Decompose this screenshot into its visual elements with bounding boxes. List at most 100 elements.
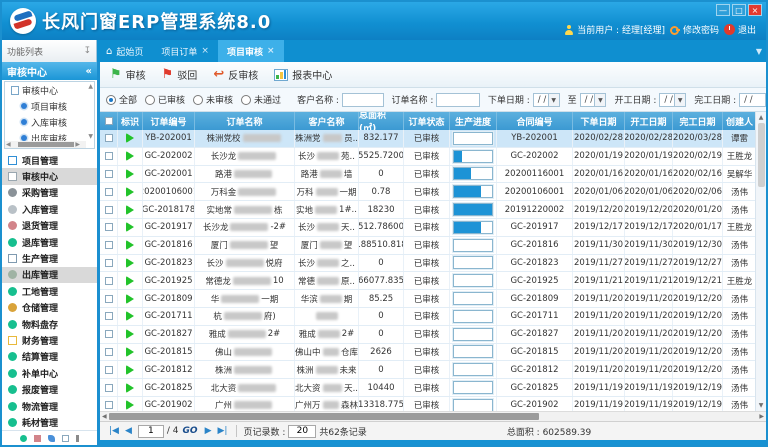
- horizontal-scrollbar[interactable]: ◀ ▶: [100, 411, 766, 421]
- column-header-完工日期[interactable]: 完工日期: [673, 112, 723, 130]
- column-header-订单名称[interactable]: 订单名称: [195, 112, 295, 130]
- first-page-button[interactable]: |◀: [109, 426, 119, 436]
- row-checkbox[interactable]: [104, 312, 113, 321]
- column-header-创建人[interactable]: 创建人: [723, 112, 755, 130]
- sidebar-item-生产管理[interactable]: 生产管理: [2, 250, 97, 266]
- sidebar-item-结算管理[interactable]: 结算管理: [2, 349, 97, 365]
- select-cell[interactable]: [100, 165, 118, 183]
- 报表中心-button[interactable]: 报表中心: [270, 65, 340, 84]
- tree-scroll-up-icon[interactable]: ▲: [88, 83, 93, 90]
- select-cell[interactable]: [100, 307, 118, 325]
- tree-scroll-down-icon[interactable]: ▼: [88, 133, 93, 140]
- select-all-checkbox[interactable]: [104, 117, 113, 125]
- column-header-生产进度[interactable]: 生产进度: [450, 112, 497, 130]
- select-cell[interactable]: [100, 130, 118, 147]
- row-checkbox[interactable]: [104, 294, 113, 303]
- row-checkbox[interactable]: [104, 276, 113, 285]
- go-button[interactable]: GO: [182, 426, 198, 436]
- table-row[interactable]: GC-201925 常德龙 10 常德 原.. 266077.835..已审核 GC-201…: [100, 272, 755, 291]
- table-row[interactable]: YB-202001 株洲党校 株洲党 员.. 832.177 已审核 YB-202001 20…: [100, 130, 755, 148]
- table-row[interactable]: GC-201827 雅成 2# 雅成 2# 0 已审核 GC-201827 2019/11/20…: [100, 325, 755, 344]
- next-page-button[interactable]: ▶: [204, 426, 212, 436]
- row-checkbox[interactable]: [104, 258, 113, 267]
- table-row[interactable]: GC-202001 路港 路港墙 0 已审核 20200116001 2020/01/16 2…: [100, 165, 755, 184]
- table-row[interactable]: GC-201825 北大资 北大资 天.. 10440 已审核 GC-201825 2019/…: [100, 379, 755, 397]
- order-date-from-input[interactable]: / / ▼: [532, 92, 560, 107]
- row-checkbox[interactable]: [104, 241, 113, 250]
- tree-root-audit-center[interactable]: 审核中心: [5, 82, 94, 98]
- start-date-input[interactable]: / / ▼: [659, 92, 687, 107]
- 审核-button[interactable]: ⚑ 审核: [106, 65, 154, 84]
- chevron-down-icon[interactable]: ▼: [674, 93, 686, 106]
- tab-overflow-icon[interactable]: ▼: [755, 46, 762, 56]
- maximize-button[interactable]: □: [732, 4, 746, 16]
- tab-项目订单[interactable]: 项目订单 ×: [152, 40, 218, 62]
- 反审核-button[interactable]: ↩ 反审核: [209, 65, 266, 84]
- row-checkbox[interactable]: [104, 152, 113, 161]
- column-header-开工日期[interactable]: 开工日期: [625, 112, 673, 130]
- row-checkbox[interactable]: [104, 134, 113, 143]
- sidebar-item-耗材管理[interactable]: 耗材管理: [2, 414, 97, 430]
- row-checkbox[interactable]: [104, 223, 113, 232]
- row-checkbox[interactable]: [104, 330, 113, 339]
- column-header-下单日期[interactable]: 下单日期: [573, 112, 625, 130]
- tab-close-icon[interactable]: ×: [201, 46, 209, 56]
- module-flag-icon[interactable]: [48, 434, 55, 442]
- row-checkbox[interactable]: [104, 347, 113, 356]
- sidebar-item-采购管理[interactable]: 采购管理: [2, 185, 97, 201]
- scroll-down-icon[interactable]: ▼: [758, 402, 764, 409]
- scroll-left-icon[interactable]: ◀: [102, 413, 107, 420]
- column-header-标识[interactable]: 标识: [118, 112, 143, 130]
- sidebar-item-出库管理[interactable]: 出库管理: [2, 266, 97, 284]
- order-name-input[interactable]: [436, 92, 480, 107]
- column-header-订单编号[interactable]: 订单编号: [143, 112, 195, 130]
- sidebar-item-入库管理[interactable]: 入库管理: [2, 201, 97, 217]
- collapse-icon[interactable]: «: [85, 65, 92, 77]
- tree-horizontal-scrollbar[interactable]: ◀ ▶: [5, 141, 86, 148]
- module-dot-icon[interactable]: [20, 434, 27, 442]
- scroll-right-icon[interactable]: ▶: [759, 413, 764, 420]
- sidebar-item-工地管理[interactable]: 工地管理: [2, 283, 97, 299]
- vertical-scrollbar[interactable]: ▲ ▼: [755, 112, 766, 411]
- select-cell[interactable]: [100, 183, 118, 201]
- page-size-input[interactable]: [288, 424, 317, 438]
- chevron-down-icon[interactable]: ▼: [594, 93, 606, 106]
- select-cell[interactable]: [100, 343, 118, 361]
- tree-item-入库审核[interactable]: 入库审核: [5, 114, 94, 130]
- sidebar-item-物流管理[interactable]: 物流管理: [2, 398, 97, 414]
- table-row[interactable]: GC-201815 佛山 佛山中 仓库 2626 已审核 GC-201815 2019/11/…: [100, 343, 755, 362]
- table-row[interactable]: GC-201812 株洲 株洲 未来 0 已审核 GC-201812 2019/11/20 20…: [100, 361, 755, 380]
- sidebar-item-审核中心[interactable]: 审核中心: [2, 168, 97, 185]
- column-header-选择[interactable]: [100, 112, 118, 130]
- order-date-to-input[interactable]: / / ▼: [579, 92, 607, 107]
- select-cell[interactable]: [100, 396, 118, 411]
- select-cell[interactable]: [100, 272, 118, 290]
- sidebar-section-header[interactable]: 审核中心 «: [2, 62, 97, 80]
- pin-icon[interactable]: ↧: [83, 46, 91, 56]
- sidebar-item-退货管理[interactable]: 退货管理: [2, 218, 97, 234]
- tree-scrollbar-thumb[interactable]: [17, 142, 75, 147]
- row-checkbox[interactable]: [104, 365, 113, 374]
- column-header-总面积(㎡)[interactable]: 总面积(㎡): [359, 112, 404, 130]
- sidebar-item-物料盘存[interactable]: 物料盘存: [2, 316, 97, 332]
- close-button[interactable]: ×: [748, 4, 762, 16]
- row-checkbox[interactable]: [104, 383, 113, 392]
- table-row[interactable]: GC-201823 长沙 悦府 长沙 之.. 0 已审核 GC-201823 2019/11/2…: [100, 254, 755, 273]
- chevron-down-icon[interactable]: ▼: [547, 93, 559, 106]
- column-header-合同编号[interactable]: 合同编号: [497, 112, 573, 130]
- tree-item-出库审核[interactable]: 出库审核: [5, 130, 94, 146]
- sidebar-item-退库管理[interactable]: 退库管理: [2, 234, 97, 250]
- select-cell[interactable]: [100, 147, 118, 165]
- table-row[interactable]: GC-201809 华一期 华滨期 85.25 已审核 GC-201809 2019/11/…: [100, 290, 755, 308]
- 驳回-button[interactable]: ⚑ 驳回: [158, 65, 206, 84]
- row-checkbox[interactable]: [104, 169, 113, 178]
- select-cell[interactable]: [100, 201, 118, 218]
- scroll-up-icon[interactable]: ▲: [758, 114, 764, 121]
- select-cell[interactable]: [100, 236, 118, 254]
- tree-scroll-right-icon[interactable]: ▶: [75, 141, 80, 148]
- module-cart-icon[interactable]: [34, 434, 41, 442]
- tree-item-项目审核[interactable]: 项目审核: [5, 98, 94, 114]
- column-header-客户名称[interactable]: 客户名称: [295, 112, 359, 130]
- finish-date-input[interactable]: / /: [739, 92, 766, 107]
- table-row[interactable]: GC-201902 广州 广州万 森林 13318.775 已审核 GC-201902 201…: [100, 396, 755, 411]
